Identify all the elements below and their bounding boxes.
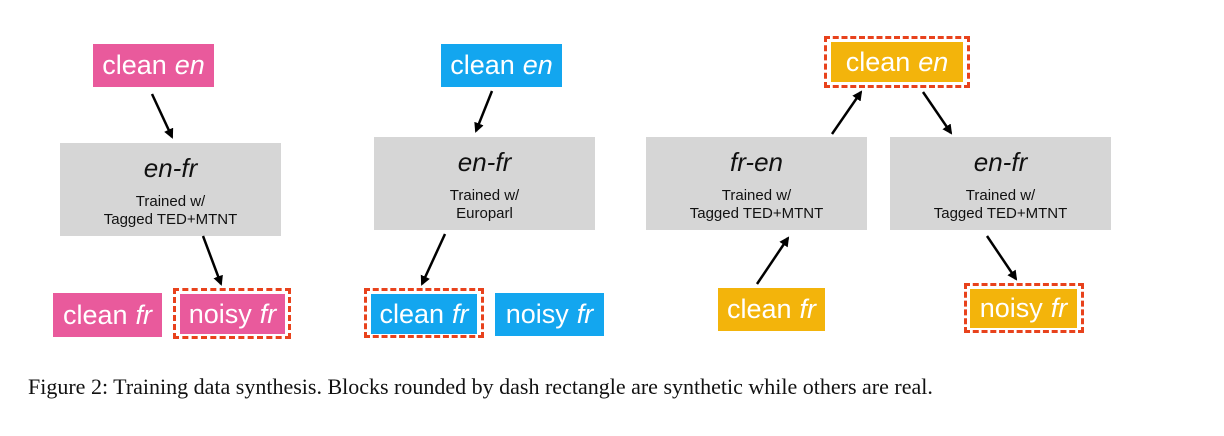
p3-model-en-fr: en-fr Trained w/Tagged TED+MTNT	[890, 137, 1111, 230]
p1-noisy-fr-lang: fr	[259, 298, 277, 329]
p1-clean-en-block: clean en	[93, 44, 214, 87]
p2-noisy-fr-block: noisy fr	[495, 293, 604, 336]
p3-noisy-fr-word: noisy	[979, 293, 1043, 323]
p3-clean-en-word: clean	[845, 46, 911, 77]
p3-clean-en-synthetic-frame	[824, 36, 970, 88]
p2-model-title: en-fr	[457, 147, 512, 177]
p2-clean-en-block: clean en	[441, 44, 562, 87]
p1-model-en-fr: en-fr Trained w/Tagged TED+MTNT	[60, 143, 281, 236]
p3-noisy-fr-block: noisy fr	[970, 289, 1077, 328]
p2-clean-en-word: clean	[450, 50, 515, 80]
p3-model-fr-en: fr-en Trained w/Tagged TED+MTNT	[646, 137, 867, 230]
p1-noisy-fr-word: noisy	[188, 298, 252, 329]
p3-model-back-line2: Tagged TED+MTNT	[689, 205, 824, 222]
p3-clean-en-block: clean en	[831, 42, 963, 82]
p3-noisy-fr-lang: fr	[1050, 293, 1068, 323]
p1-model-line1: Trained w/	[135, 193, 206, 210]
figure-caption: Figure 2: Training data synthesis. Block…	[28, 374, 933, 399]
p3-model-fwd-title: en-fr	[973, 147, 1028, 177]
p1-clean-en-word: clean	[102, 50, 167, 80]
p3-arrow-clean-fr-to-model	[755, 236, 790, 285]
p1-model-title: en-fr	[143, 153, 198, 183]
p2-model-en-fr: en-fr Trained w/Europarl	[374, 137, 595, 230]
p3-model-back-title: fr-en	[730, 147, 783, 177]
p2-noisy-fr-lang: fr	[576, 299, 594, 329]
p3-model-back-line1: Trained w/	[721, 187, 792, 204]
p3-arrow-model-to-noisy-fr	[985, 235, 1018, 281]
p3-clean-fr-lang: fr	[799, 294, 817, 324]
p2-clean-en-lang: en	[522, 50, 553, 80]
p2-clean-fr-lang: fr	[452, 298, 469, 329]
p1-arrow-clean-en-to-model	[150, 93, 174, 139]
p3-clean-fr-block: clean fr	[718, 288, 825, 331]
p1-model-line2: Tagged TED+MTNT	[103, 211, 238, 228]
p1-arrow-model-to-noisy-fr	[201, 235, 223, 286]
p3-clean-en-lang: en	[918, 46, 949, 77]
p2-clean-fr-block: clean fr	[371, 294, 477, 334]
p3-model-fwd-line2: Tagged TED+MTNT	[933, 205, 1068, 222]
p1-clean-en-lang: en	[174, 50, 205, 80]
p2-clean-fr-word: clean	[379, 298, 445, 329]
p1-noisy-fr-block: noisy fr	[180, 294, 285, 334]
p2-model-line2: Europarl	[456, 205, 513, 222]
p2-arrow-model-to-clean-fr	[420, 233, 447, 286]
p2-clean-fr-synthetic-frame	[364, 288, 484, 338]
p3-clean-fr-word: clean	[726, 294, 792, 324]
p2-model-line1: Trained w/	[449, 187, 520, 204]
p3-model-fwd-line1: Trained w/	[965, 187, 1036, 204]
p1-clean-fr-block: clean fr	[53, 293, 162, 337]
p3-noisy-fr-synthetic-frame	[964, 283, 1084, 333]
p1-clean-fr-word: clean	[62, 299, 128, 330]
p1-noisy-fr-synthetic-frame	[173, 288, 291, 339]
p2-noisy-fr-word: noisy	[505, 299, 569, 329]
p3-arrow-model-to-clean-en	[830, 90, 863, 135]
p3-arrow-clean-en-to-model	[921, 91, 953, 135]
p2-arrow-clean-en-to-model	[474, 90, 494, 133]
p1-clean-fr-lang: fr	[135, 299, 153, 330]
